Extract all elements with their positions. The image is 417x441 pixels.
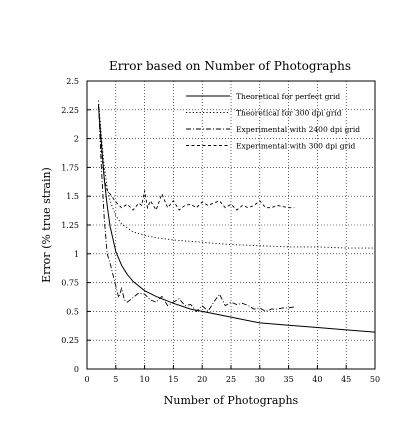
x-tick-label: 35	[284, 375, 294, 384]
legend-label: Experimental with 2400 dpi grid	[236, 125, 360, 134]
legend: Theoretical for perfect grid Theoretical …	[186, 92, 360, 151]
axis-ticks: 0 5 10 15 20 25 30 35 40 45 50 0 0.25 0.5 0.75 1 1.25 1.5…	[61, 77, 380, 384]
y-tick-label: 1.25	[61, 221, 79, 230]
y-tick-label: 2.5	[66, 77, 79, 86]
y-tick-label: 0.25	[61, 336, 79, 345]
y-tick-label: 2	[74, 135, 79, 144]
x-tick-label: 10	[140, 375, 150, 384]
y-tick-label: 0	[74, 365, 79, 374]
y-tick-label: 1	[74, 250, 79, 259]
y-tick-label: 0.5	[66, 307, 79, 316]
legend-label: Theoretical for perfect grid	[236, 92, 340, 101]
x-tick-label: 0	[84, 375, 89, 384]
x-tick-label: 40	[312, 375, 322, 384]
legend-label: Theoretical for 300 dpi grid	[236, 109, 342, 118]
y-tick-label: 1.5	[66, 192, 79, 201]
x-tick-label: 25	[226, 375, 236, 384]
series-group	[98, 100, 376, 333]
x-axis-label: Number of Photographs	[164, 394, 299, 407]
y-tick-label: 2.25	[61, 106, 79, 115]
x-tick-label: 45	[341, 375, 351, 384]
series-line-experimental-with-2400-dpi-grid	[98, 104, 295, 313]
y-tick-label: 0.75	[61, 279, 79, 288]
series-line-theoretical-for-300-dpi-grid	[98, 100, 375, 249]
x-tick-label: 15	[168, 375, 178, 384]
legend-label: Experimental with 300 dpi grid	[236, 142, 355, 151]
x-tick-label: 5	[113, 375, 118, 384]
y-tick-label: 1.75	[61, 163, 79, 172]
x-tick-label: 50	[370, 375, 380, 384]
x-tick-label: 20	[197, 375, 207, 384]
chart-title: Error based on Number of Photographs	[109, 59, 351, 73]
x-tick-label: 30	[255, 375, 265, 384]
series-line-experimental-with-300-dpi-grid	[98, 106, 295, 212]
y-axis-label: Error (% true strain)	[40, 167, 53, 283]
series-line-theoretical-for-perfect-grid	[98, 106, 376, 333]
